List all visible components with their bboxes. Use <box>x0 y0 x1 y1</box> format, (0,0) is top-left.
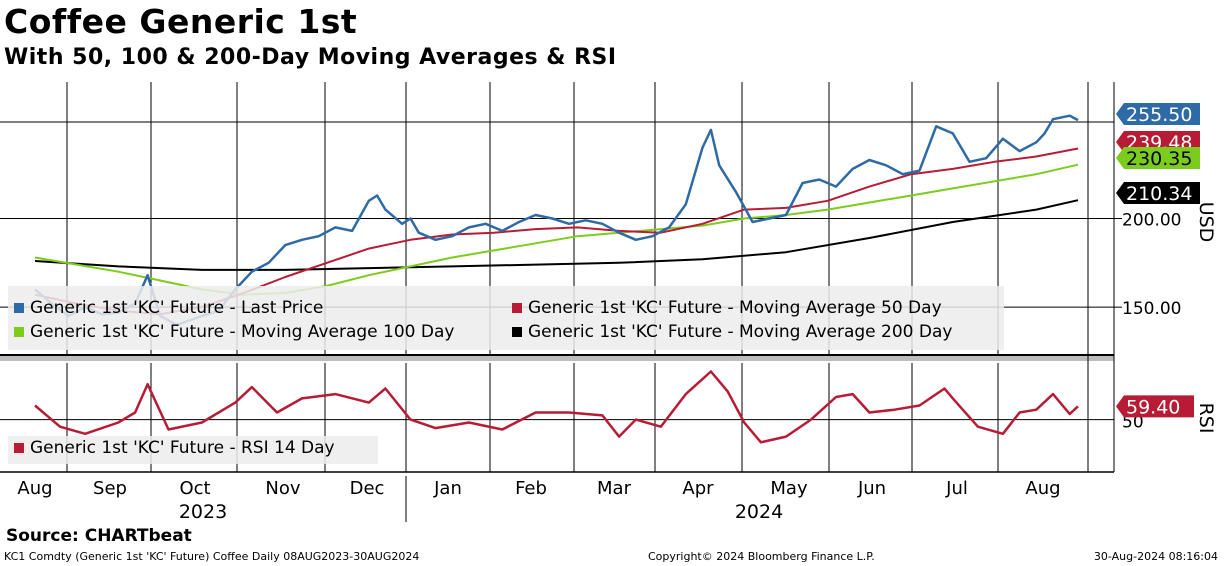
legend-swatch-ma100 <box>14 327 24 337</box>
y-tick-label: 200.00 <box>1122 211 1181 231</box>
x-month-label: Sep <box>93 478 127 499</box>
last-value-tag <box>1116 182 1200 204</box>
footer-copyright: Copyright© 2024 Bloomberg Finance L.P. <box>648 550 875 563</box>
last-value-label: 255.50 <box>1126 104 1192 126</box>
footer-ticker: KC1 Comdty (Generic 1st 'KC' Future) Cof… <box>4 550 420 563</box>
x-month-label: May <box>770 478 808 499</box>
legend-label-ma100: Generic 1st 'KC' Future - Moving Average… <box>30 322 455 342</box>
x-year-label: 2024 <box>735 501 783 523</box>
x-month-label: Aug <box>1025 478 1060 499</box>
chart-subtitle: With 50, 100 & 200-Day Moving Averages &… <box>4 45 617 70</box>
legend-item-rsi: Generic 1st 'KC' Future - RSI 14 Day <box>14 438 335 458</box>
last-value-tag <box>1116 103 1200 125</box>
x-month-label: Oct <box>179 478 210 499</box>
rsi-axis-title: RSI <box>1195 403 1217 434</box>
legend-label-ma200: Generic 1st 'KC' Future - Moving Average… <box>528 322 953 342</box>
rsi-last-tag <box>1116 395 1194 418</box>
y-tick-label: 150.00 <box>1122 299 1181 319</box>
legend-label-last-price: Generic 1st 'KC' Future - Last Price <box>30 298 324 318</box>
x-month-label: Aug <box>17 478 52 499</box>
x-month-label: Apr <box>682 478 714 499</box>
legend-label-rsi: Generic 1st 'KC' Future - RSI 14 Day <box>30 438 335 458</box>
price-legend: Generic 1st 'KC' Future - Last Price Gen… <box>8 286 1004 350</box>
legend-swatch-last-price <box>14 303 24 313</box>
rsi-last-label: 59.40 <box>1126 396 1180 418</box>
x-month-label: Jun <box>857 478 886 499</box>
legend-item-ma100: Generic 1st 'KC' Future - Moving Average… <box>14 322 454 342</box>
x-month-label: Dec <box>350 478 385 499</box>
last-value-label: 210.34 <box>1126 183 1192 205</box>
chart-title: Coffee Generic 1st <box>4 2 358 41</box>
x-month-label: Mar <box>597 478 632 499</box>
x-month-label: Nov <box>265 478 300 499</box>
rsi-tick-label: 50 <box>1122 413 1144 433</box>
legend-swatch-rsi <box>14 443 24 453</box>
last-value-tag <box>1116 147 1200 169</box>
source-note: Source: CHARTbeat <box>6 526 192 546</box>
x-month-label: Feb <box>515 478 547 499</box>
last-value-label: 230.35 <box>1126 148 1192 170</box>
legend-label-ma50: Generic 1st 'KC' Future - Moving Average… <box>528 298 942 318</box>
x-year-label: 2023 <box>179 501 227 523</box>
legend-item-last-price: Generic 1st 'KC' Future - Last Price <box>14 298 323 318</box>
x-month-label: Jul <box>945 478 968 499</box>
series-rsi <box>34 370 1079 444</box>
footer-timestamp: 30-Aug-2024 08:16:04 <box>1093 550 1218 563</box>
series-ma100 <box>34 163 1079 296</box>
x-month-label: Jan <box>433 478 462 499</box>
y-axis-title: USD <box>1195 202 1217 243</box>
legend-item-ma50: Generic 1st 'KC' Future - Moving Average… <box>512 298 942 318</box>
series-ma200 <box>34 199 1079 271</box>
legend-swatch-ma50 <box>512 303 522 313</box>
rsi-legend: Generic 1st 'KC' Future - RSI 14 Day <box>8 436 378 464</box>
legend-swatch-ma200 <box>512 327 522 337</box>
legend-item-ma200: Generic 1st 'KC' Future - Moving Average… <box>512 322 952 342</box>
panel-divider-band <box>0 356 1114 361</box>
